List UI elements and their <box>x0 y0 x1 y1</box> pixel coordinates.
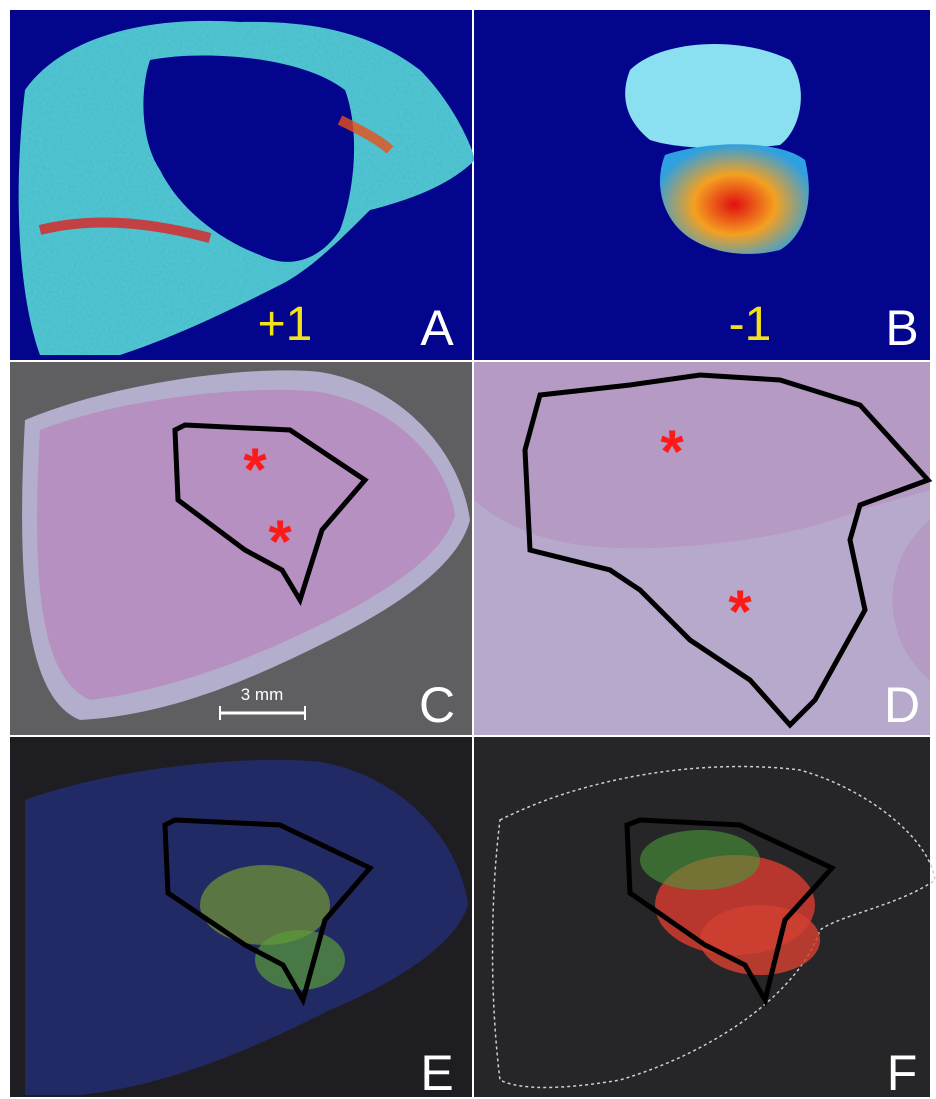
panel-a: +1 A <box>10 10 475 360</box>
signal-region <box>640 830 760 890</box>
panel-d: * * D <box>474 362 930 735</box>
panel-c: * * 3 mm C <box>10 362 472 735</box>
panel-label: A <box>420 300 454 356</box>
panel-label: E <box>420 1045 453 1099</box>
panel-label: F <box>887 1045 918 1099</box>
marker: * <box>660 418 684 485</box>
marker: * <box>243 436 267 503</box>
panel-label: D <box>884 677 920 733</box>
panel-label: B <box>885 300 918 356</box>
marker: * <box>728 578 752 645</box>
panel-annotation: +1 <box>258 298 313 351</box>
panel-f: F <box>474 737 935 1099</box>
panel-b: -1 B <box>474 10 930 360</box>
panel-annotation: -1 <box>729 298 772 351</box>
panel-label: C <box>419 677 455 733</box>
scale-bar-label: 3 mm <box>241 685 284 704</box>
tissue-signal <box>625 44 801 148</box>
marker: * <box>268 508 292 575</box>
panel-e: E <box>10 737 472 1099</box>
signal-region <box>700 905 820 975</box>
figure: +1 A -1 B * * 3 mm C * * D <box>0 0 936 1099</box>
